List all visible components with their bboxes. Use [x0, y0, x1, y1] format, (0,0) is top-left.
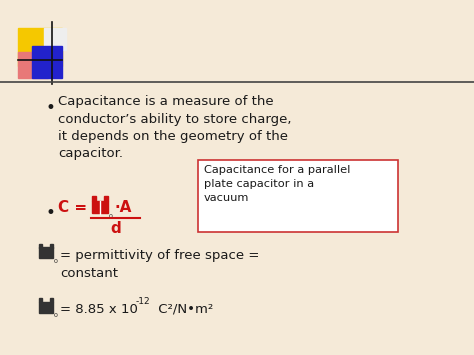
Text: ·A: ·A	[115, 200, 132, 215]
Text: ₀: ₀	[54, 309, 58, 319]
Bar	[39, 244, 42, 247]
Text: •: •	[45, 204, 55, 222]
Text: = permittivity of free space =
constant: = permittivity of free space = constant	[60, 249, 259, 280]
Bar	[39, 247, 53, 258]
Text: Capacitance for a parallel
plate capacitor in a
vacuum: Capacitance for a parallel plate capacit…	[204, 165, 350, 203]
Bar	[32, 46, 62, 78]
Bar	[50, 297, 53, 301]
Text: C =: C =	[58, 200, 92, 215]
Text: -12: -12	[136, 297, 151, 306]
Bar	[104, 196, 108, 201]
Bar	[92, 201, 108, 213]
Bar	[18, 28, 62, 66]
Text: C²/N•m²: C²/N•m²	[154, 303, 213, 316]
Text: Capacitance is a measure of the
conductor’s ability to store charge,
it depends : Capacitance is a measure of the conducto…	[58, 95, 292, 160]
Bar	[50, 244, 53, 247]
Text: d: d	[110, 221, 121, 236]
Bar	[18, 52, 48, 78]
Text: ₀: ₀	[109, 210, 113, 220]
Bar	[92, 196, 96, 201]
FancyBboxPatch shape	[198, 160, 398, 232]
Bar	[44, 28, 66, 50]
Text: = 8.85 x 10: = 8.85 x 10	[60, 303, 138, 316]
Bar	[39, 301, 53, 312]
Bar	[39, 297, 42, 301]
Text: •: •	[45, 99, 55, 117]
Text: ₀: ₀	[54, 255, 58, 265]
